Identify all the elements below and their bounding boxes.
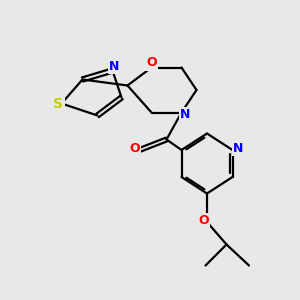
Text: N: N: [180, 107, 190, 121]
Text: S: S: [53, 97, 64, 110]
Text: O: O: [198, 214, 209, 227]
Text: N: N: [233, 142, 244, 155]
Text: O: O: [130, 142, 140, 155]
Text: N: N: [109, 60, 119, 74]
Text: O: O: [146, 56, 157, 70]
